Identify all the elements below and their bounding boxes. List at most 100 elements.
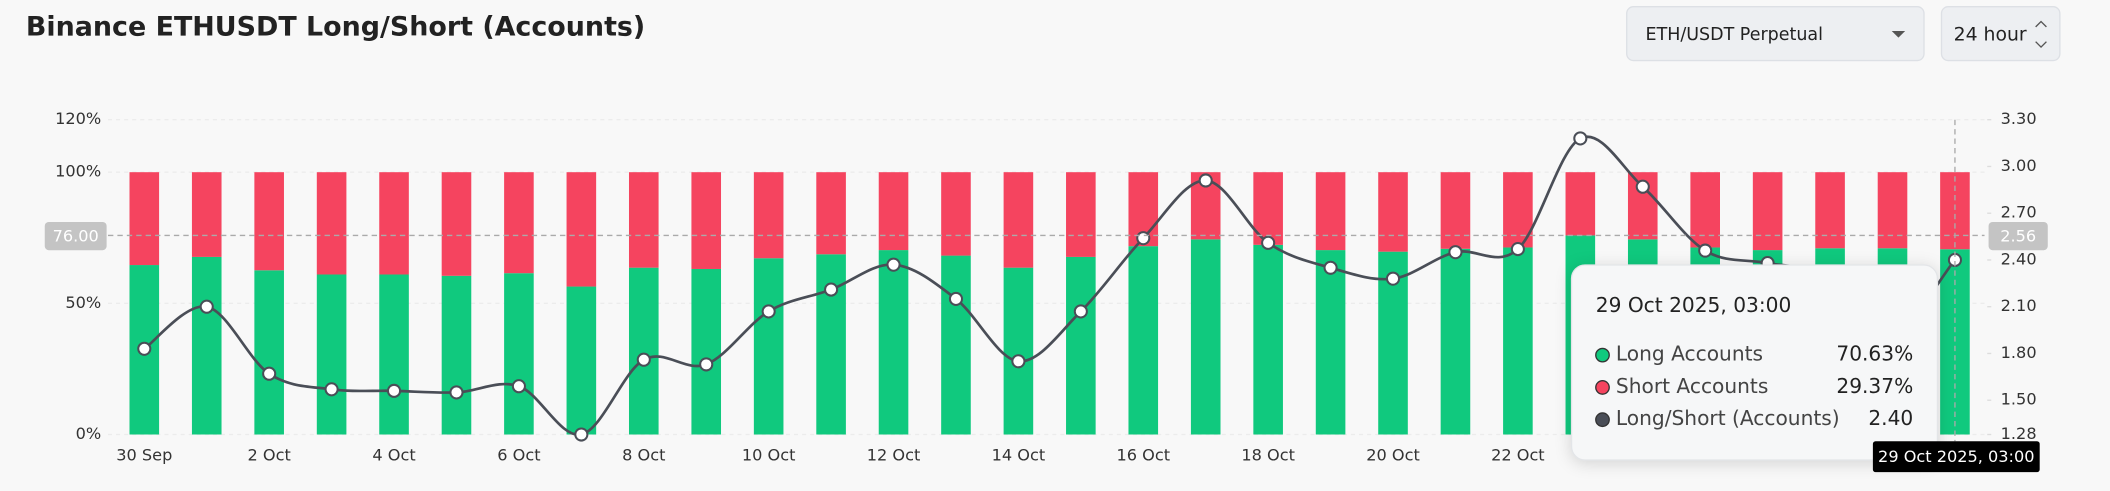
bar-long [1253,244,1283,435]
ratio-point [511,379,526,394]
tooltip: 29 Oct 2025, 03:00 Long Accounts 70.63% … [1570,264,1939,461]
select-arrows[interactable] [2035,20,2047,49]
ratio-point [1573,131,1588,146]
ratio-point [386,383,402,398]
bar-long [1503,247,1533,435]
bar-long [379,274,409,435]
bar-short [566,172,597,287]
ratio-point [761,304,776,319]
bar-long [504,273,534,435]
ratio-point [1198,173,1213,188]
ratio-point [636,352,651,367]
y-tick-label: 120% [55,109,101,128]
ratio-point [574,427,589,442]
x-tick-label: 14 Oct [992,446,1046,465]
x-tick-label: 18 Oct [1241,446,1295,465]
ratio-point [1510,242,1525,257]
bar-short [878,172,909,251]
crosshair-y2-label: 2.56 [2000,226,2036,245]
bar-short [941,172,971,256]
bar-long [441,275,472,435]
ratio-point [449,385,464,400]
chart-title: Binance ETHUSDT Long/Short (Accounts) [26,12,645,43]
bar-short [316,172,347,275]
y2-tick-label: 1.50 [2001,390,2037,409]
y-tick-label: 50% [65,293,101,312]
bar-long [316,274,347,435]
ratio-point [199,299,214,314]
ratio-point [1261,235,1276,250]
bar-short [1877,172,1908,249]
ratio-point [1011,354,1026,369]
bar-long [566,286,597,435]
tooltip-swatch [1595,347,1610,363]
ratio-point [1448,245,1463,260]
bar-long [191,256,222,435]
y-tick-label: 0% [76,424,102,443]
y2-tick-label: 1.80 [2001,343,2037,362]
y2-tick-label: 3.00 [2001,156,2037,175]
crosshair-x-label: 29 Oct 2025, 03:00 [1878,447,2034,466]
x-tick-label: 2 Oct [248,446,291,465]
interval-select[interactable]: 24 hour [1940,6,2061,62]
bar-long [1190,239,1221,435]
ratio-point [1136,231,1151,246]
crosshair-x-box [1872,441,2040,473]
bar-short [753,172,784,259]
bar-short [191,172,222,257]
bar-short [379,172,409,275]
tooltip-value: 70.63% [1836,342,1913,366]
pair-select[interactable]: ETH/USDT Perpetual [1626,6,1925,62]
y2-tick-label: 2.40 [2001,249,2037,268]
ratio-point [948,291,964,306]
bar-short [1815,172,1845,249]
bar-short [1440,172,1471,249]
bar-short [1066,172,1096,257]
ratio-point [886,257,901,272]
tooltip-box [1570,264,1939,461]
x-tick-label: 20 Oct [1366,446,1420,465]
tooltip-series: Short Accounts [1616,374,1768,398]
ratio-point [699,357,714,372]
ratio-point [324,382,339,397]
bar-short [129,172,160,266]
bar-long [1440,248,1471,435]
select-box[interactable] [1940,6,2061,62]
bar-short [1315,172,1346,251]
x-tick-label: 8 Oct [622,446,665,465]
crosshair-y-box [44,221,107,251]
bar-short [504,172,534,274]
bar-short [1378,172,1408,252]
bar-long [878,250,909,435]
tooltip-value: 2.40 [1868,406,1913,430]
crosshair-y2-box [1988,221,2048,251]
select-box[interactable] [1626,6,1925,62]
bar-long [1315,250,1346,435]
bar-short [691,172,722,269]
bar-short [1003,172,1034,268]
select-text[interactable]: 24 hour [1954,24,2027,45]
ratio-point [1385,271,1401,286]
ratio-point [137,341,152,356]
ratio-point [1323,260,1338,275]
bar-long [816,254,846,435]
crosshair-y-label: 76.00 [53,226,99,245]
tooltip-series: Long/Short (Accounts) [1616,406,1840,430]
select-arrow[interactable] [1891,30,1906,38]
x-tick-label: 12 Oct [867,446,921,465]
bar-long [691,268,722,435]
x-tick-label: 4 Oct [372,446,415,465]
tooltip-swatch [1595,380,1610,395]
x-tick-label: 10 Oct [742,446,796,465]
tooltip-value: 29.37% [1836,374,1913,398]
bar-short [254,172,284,271]
tooltip-series: Long Accounts [1616,342,1763,366]
x-tick-label: 6 Oct [497,446,540,465]
ratio-point [1635,179,1650,194]
bar-long [1066,256,1096,435]
ratio-point [1698,243,1713,258]
x-tick-label: 30 Sep [116,446,172,465]
select-text[interactable]: ETH/USDT Perpetual [1646,25,1823,45]
